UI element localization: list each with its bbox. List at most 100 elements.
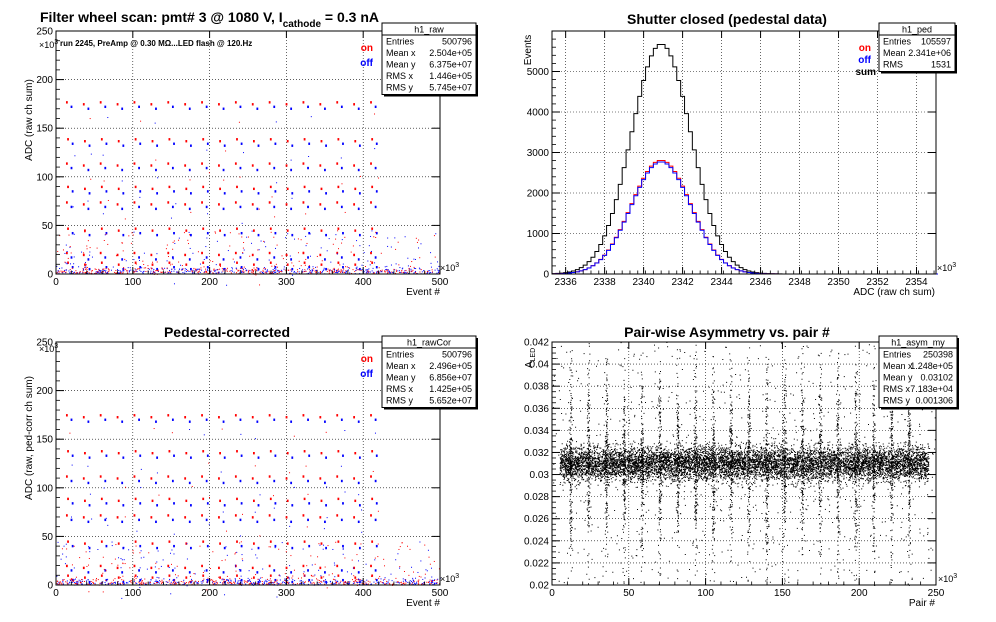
point-baseline (142, 583, 144, 585)
point-baseline (120, 271, 122, 273)
point-baseline (427, 271, 429, 273)
point-baseline (240, 267, 242, 269)
point-transition (103, 180, 105, 182)
point-baseline (288, 576, 290, 578)
point-scatter (196, 268, 198, 270)
point-scatter (384, 565, 386, 567)
point-off (222, 258, 225, 261)
point-transition (255, 274, 257, 276)
point-baseline (112, 579, 114, 581)
point-baseline (414, 270, 416, 272)
x-tick-label: 2342 (671, 277, 694, 288)
point-transition (323, 528, 325, 530)
point-baseline (199, 271, 201, 273)
point-baseline (167, 271, 169, 273)
point-transition (90, 153, 92, 155)
point-on (134, 540, 137, 543)
point-baseline (343, 268, 345, 270)
point-on (67, 574, 69, 577)
point-scatter (281, 255, 283, 257)
point-scatter (314, 563, 316, 565)
point-off (324, 107, 326, 110)
point-scatter (274, 547, 276, 549)
point-off (173, 454, 175, 457)
point-baseline (215, 272, 217, 274)
ped-legend-on: on (859, 43, 871, 54)
raw-y-label: ADC (raw ch sum) (24, 79, 35, 161)
point-scatter (302, 251, 304, 253)
point-baseline (85, 267, 87, 269)
point-off (342, 502, 344, 505)
point-off (273, 166, 276, 170)
point-scatter (226, 575, 228, 577)
point-scatter (328, 574, 330, 576)
point-baseline (360, 581, 362, 583)
point-baseline (431, 579, 433, 581)
x-tick-label: 500 (432, 588, 449, 599)
point-scatter (418, 579, 420, 581)
point-scatter (105, 233, 107, 235)
point-baseline (386, 269, 388, 271)
point-scatter (429, 563, 431, 565)
point-scatter (435, 233, 437, 235)
point-baseline (273, 582, 275, 584)
point-off (188, 258, 191, 261)
point-baseline (238, 583, 240, 585)
point-off (257, 144, 260, 147)
point-scatter (293, 265, 295, 267)
point-baseline (435, 582, 437, 584)
point-scatter (73, 545, 75, 547)
point-scatter (417, 571, 419, 573)
point-baseline (125, 582, 127, 584)
point-baseline (165, 581, 167, 583)
point-scatter (342, 548, 344, 550)
point-baseline (84, 268, 86, 270)
point-baseline (72, 272, 74, 274)
point-transition (254, 438, 256, 440)
point-on (285, 416, 288, 419)
point-transition (372, 470, 374, 472)
point-baseline (248, 583, 250, 585)
point-scatter (64, 252, 66, 254)
point-baseline (264, 269, 266, 271)
stats-key: Entries (386, 350, 415, 360)
point-on (353, 253, 356, 257)
point-baseline (319, 272, 321, 274)
point-baseline (266, 580, 268, 582)
stats-name: h1_rawCor (407, 338, 451, 348)
point-off (87, 258, 90, 261)
point-off (340, 205, 343, 209)
point-scatter (177, 575, 179, 577)
point-on (100, 138, 103, 141)
point-baseline (195, 580, 197, 582)
point-scatter (89, 254, 91, 256)
point-scatter (308, 265, 310, 267)
point-off (375, 231, 378, 235)
point-scatter (424, 544, 426, 546)
point-scatter (324, 566, 326, 568)
point-off (156, 192, 159, 195)
point-baseline (351, 272, 353, 274)
point-off (358, 580, 361, 584)
point-off (121, 107, 124, 110)
point-off (308, 231, 311, 235)
point-baseline (395, 272, 397, 274)
point-scatter (154, 566, 156, 568)
point-off (239, 166, 242, 170)
point-transition (87, 465, 89, 467)
point-baseline (349, 581, 351, 583)
point-scatter (401, 542, 403, 544)
point-on (117, 499, 120, 503)
point-off (325, 546, 327, 550)
point-baseline (246, 269, 248, 271)
point-off (104, 166, 107, 170)
point-off (325, 267, 327, 271)
point-baseline (287, 581, 289, 583)
point-baseline (217, 268, 219, 270)
point-on (150, 516, 153, 519)
point-scatter (170, 563, 172, 565)
point-baseline (272, 272, 274, 274)
point-transition (88, 591, 90, 593)
point-scatter (138, 259, 140, 261)
point-baseline (197, 580, 199, 582)
